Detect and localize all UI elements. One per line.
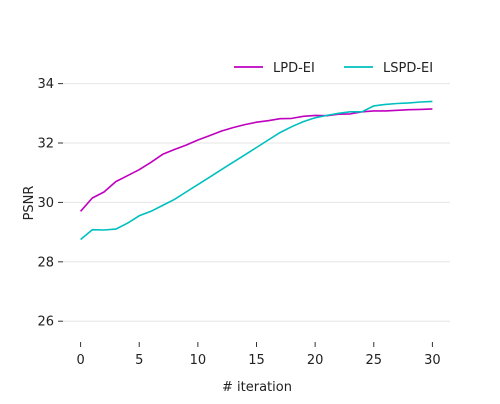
legend-label-1: LPD-EI xyxy=(273,61,315,76)
y-axis-label: PSNR xyxy=(22,186,37,221)
tick-layer: 26 28 30 32 34 0 5 10 15 20 25 30 xyxy=(37,77,440,368)
legend: LPD-EI LSPD-EI xyxy=(234,61,433,76)
y-tick-label: 28 xyxy=(37,255,54,270)
x-tick-label: 30 xyxy=(424,353,441,368)
x-axis-label: # iteration xyxy=(222,380,292,395)
y-tick-label: 34 xyxy=(37,77,54,92)
x-tick-label: 5 xyxy=(135,353,143,368)
y-tick-label: 26 xyxy=(37,315,54,330)
grid-layer xyxy=(63,83,450,322)
y-tick-label: 32 xyxy=(37,137,54,152)
x-tick-label: 0 xyxy=(76,353,84,368)
x-tick-label: 25 xyxy=(365,353,382,368)
series-layer xyxy=(79,100,433,241)
x-tick-label: 10 xyxy=(190,353,207,368)
legend-label-2: LSPD-EI xyxy=(383,61,433,76)
x-tick-label: 15 xyxy=(248,353,265,368)
y-tick-label: 30 xyxy=(37,196,54,211)
series-line-1 xyxy=(79,108,433,212)
x-tick-label: 20 xyxy=(307,353,324,368)
series-line-2 xyxy=(80,100,433,241)
